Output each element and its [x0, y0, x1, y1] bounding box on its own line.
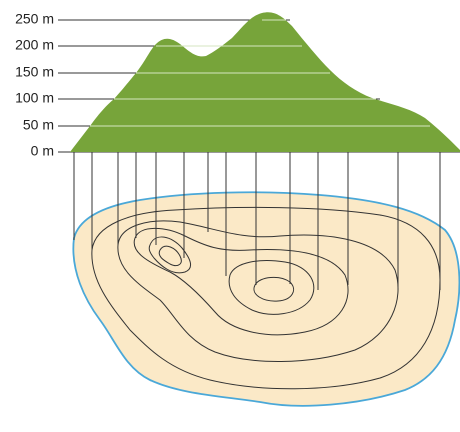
- elevation-label: 100 m: [15, 90, 54, 106]
- elevation-labels: 250 m 200 m 150 m 100 m 50 m 0 m: [15, 11, 54, 159]
- elevation-label: 0 m: [31, 143, 54, 159]
- contour: [133, 227, 349, 336]
- island: [72, 191, 460, 407]
- elevation-label: 200 m: [15, 37, 54, 53]
- elevation-label: 250 m: [15, 11, 54, 27]
- contour: [91, 206, 441, 390]
- contour: [117, 220, 399, 362]
- profile-level-lines: [90, 19, 430, 127]
- contour: [148, 236, 192, 274]
- elevation-label: 150 m: [15, 64, 54, 80]
- mountain-profile: [70, 12, 460, 152]
- contour: [228, 260, 315, 315]
- contour: [253, 277, 294, 302]
- elevation-label: 50 m: [23, 117, 54, 133]
- projection-lines: [73, 152, 441, 290]
- contour: [158, 245, 182, 267]
- contours: [91, 206, 441, 390]
